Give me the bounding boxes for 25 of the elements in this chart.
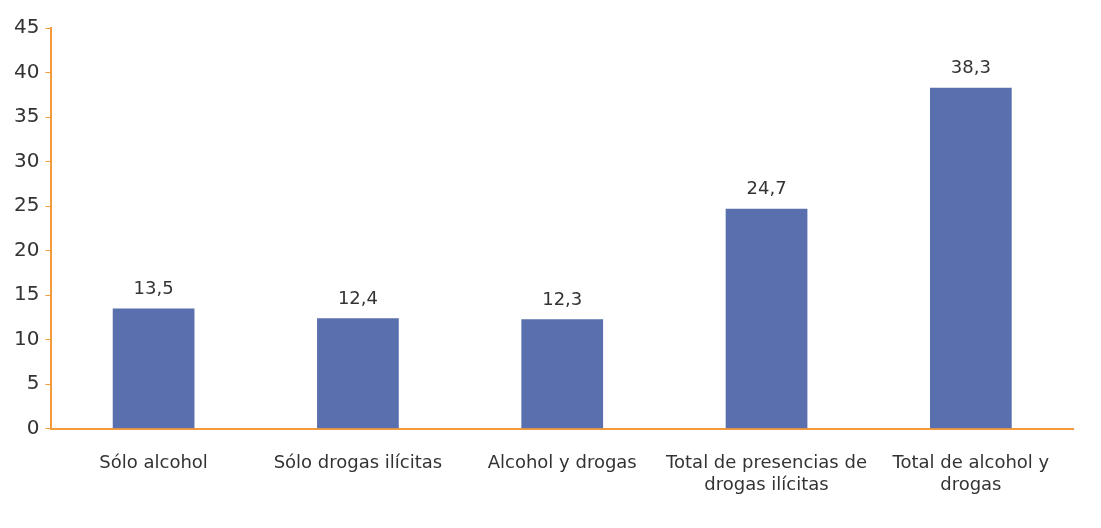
bar <box>725 208 808 429</box>
y-tick-label: 25 <box>14 192 40 217</box>
data-label: 12,4 <box>337 287 378 309</box>
y-tick-label: 20 <box>14 236 40 261</box>
data-label: 13,5 <box>133 277 174 299</box>
x-tick-label: Total de alcohol y drogas <box>891 451 1050 494</box>
data-label: 12,3 <box>542 287 583 309</box>
bar <box>317 318 399 429</box>
bar <box>929 87 1012 429</box>
x-tick-label: Sólo alcohol <box>99 451 208 473</box>
y-tick-label: 5 <box>26 370 40 395</box>
y-tick-label: 35 <box>14 103 40 128</box>
data-label: 24,7 <box>746 177 787 199</box>
y-tick-label: 30 <box>14 147 40 172</box>
y-tick-label: 10 <box>14 325 40 350</box>
bar <box>521 319 604 429</box>
y-tick-label: 0 <box>26 415 40 439</box>
x-tick-label: Total de presencias de drogas ilícitas <box>665 451 867 494</box>
bar <box>112 308 195 429</box>
x-tick-label: Alcohol y drogas <box>487 451 637 473</box>
y-tick-label: 40 <box>14 58 40 83</box>
y-tick-label: 45 <box>14 14 40 39</box>
y-tick-label: 15 <box>14 281 40 306</box>
data-label: 38,3 <box>950 56 991 78</box>
x-tick-label: Sólo drogas ilícitas <box>273 451 443 473</box>
